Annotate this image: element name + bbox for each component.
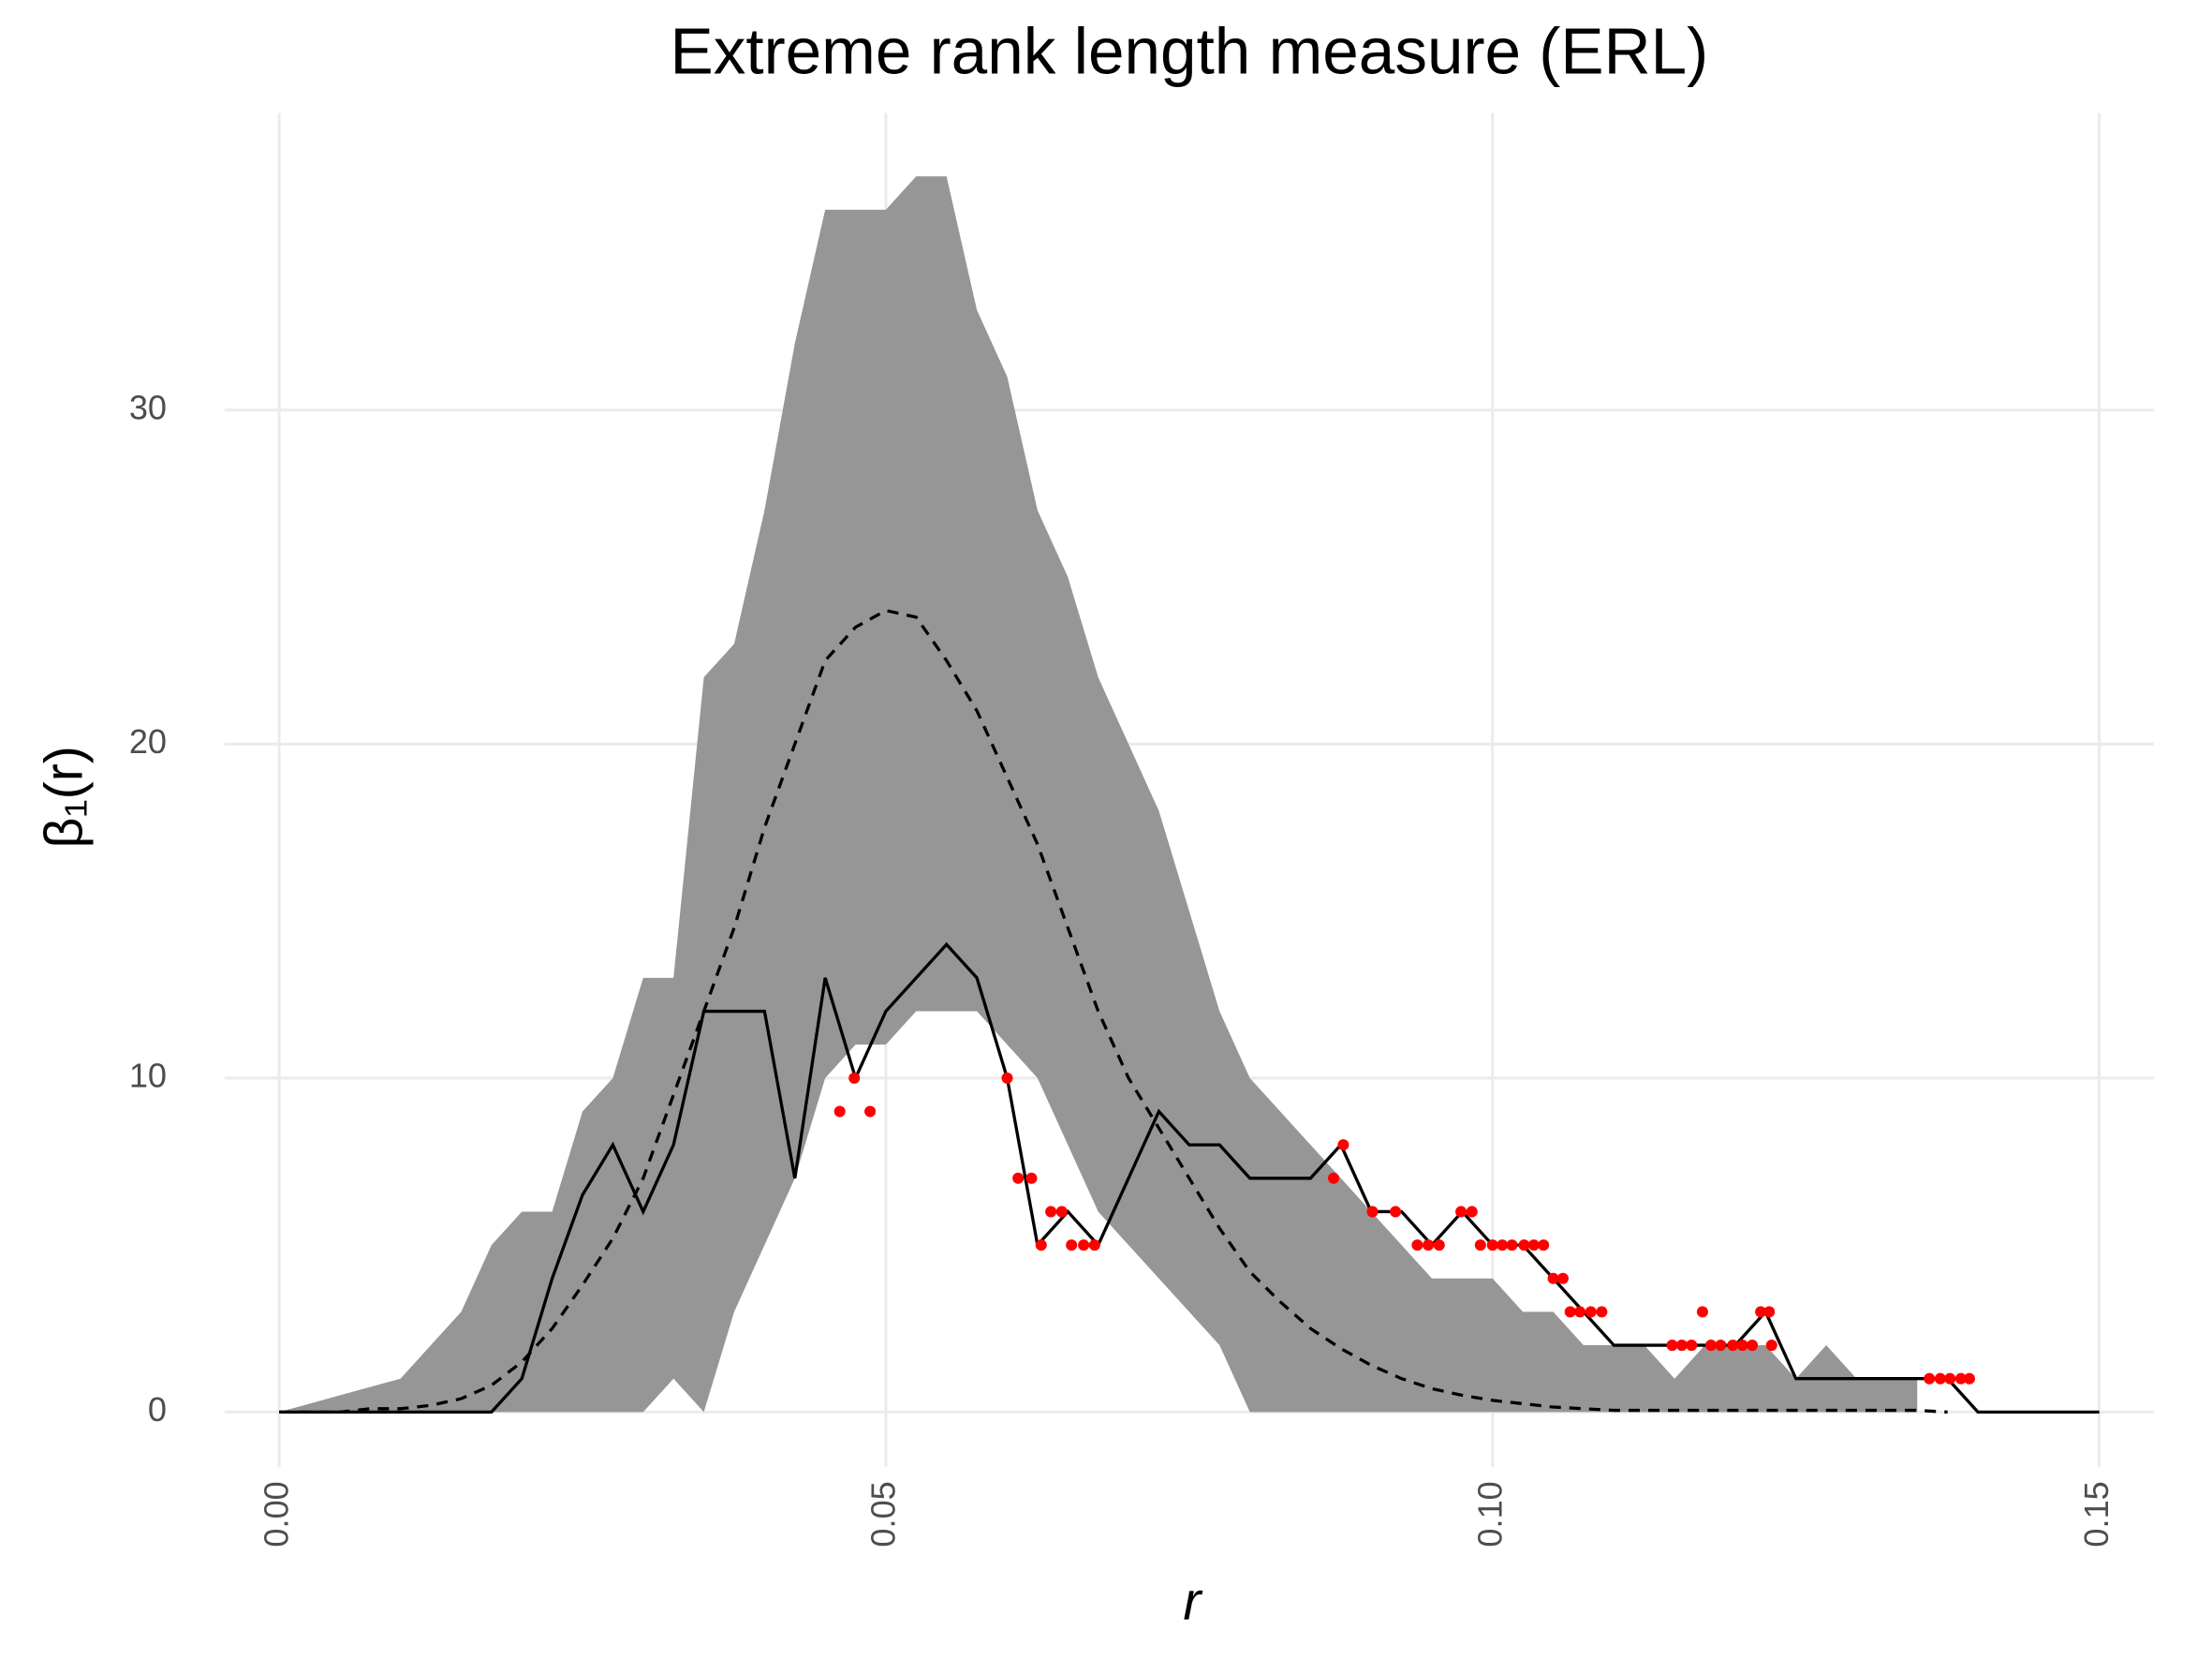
outlier-point: [1486, 1239, 1498, 1252]
outlier-point: [1547, 1272, 1559, 1284]
outlier-point: [1747, 1340, 1759, 1352]
outlier-point: [1411, 1239, 1423, 1252]
observed-line: [279, 941, 2100, 1415]
outlier-point: [1574, 1306, 1586, 1318]
outlier-point: [1474, 1239, 1486, 1252]
outlier-point: [1686, 1340, 1698, 1352]
outlier-point: [1466, 1206, 1478, 1218]
outlier-point: [1506, 1239, 1518, 1252]
y-tick-label: 30: [129, 388, 167, 426]
outlier-point: [1423, 1239, 1435, 1252]
outlier-point: [1366, 1206, 1379, 1218]
y-tick-label: 20: [129, 722, 167, 761]
outlier-point: [1666, 1340, 1678, 1352]
outlier-point: [1497, 1239, 1509, 1252]
outlier-point: [1433, 1239, 1445, 1252]
envelope-band: [279, 176, 1918, 1413]
outlier-point: [1337, 1139, 1349, 1151]
outlier-point: [1954, 1372, 1967, 1385]
outlier-point: [864, 1105, 877, 1118]
outlier-point: [1934, 1372, 1946, 1385]
outlier-point: [1564, 1306, 1576, 1318]
outlier-point: [1963, 1372, 1976, 1385]
outlier-point: [1328, 1172, 1340, 1184]
outlier-point: [1078, 1239, 1090, 1252]
outlier-point: [1538, 1239, 1550, 1252]
outlier-point: [1736, 1340, 1748, 1352]
x-tick-label: 0.10: [1470, 1481, 1509, 1547]
outlier-point: [1556, 1272, 1569, 1284]
outlier-point: [1715, 1340, 1727, 1352]
outlier-point: [1001, 1072, 1013, 1084]
y-tick-label: 0: [148, 1390, 167, 1429]
outlier-point: [833, 1105, 846, 1118]
outlier-point: [1518, 1239, 1530, 1252]
outlier-point: [1944, 1372, 1956, 1385]
outlier-point: [1088, 1239, 1100, 1252]
outlier-point: [1390, 1206, 1402, 1218]
outlier-point: [1585, 1306, 1597, 1318]
outlier-point: [1704, 1340, 1718, 1352]
outlier-point: [1012, 1172, 1025, 1184]
x-tick-label: 0.05: [863, 1481, 902, 1547]
outlier-point: [1696, 1306, 1708, 1318]
outlier-point: [1765, 1340, 1777, 1352]
mean-line: [279, 608, 1948, 1415]
outlier-point: [1035, 1239, 1047, 1252]
outlier-point: [1045, 1206, 1057, 1218]
outlier-point: [1924, 1372, 1936, 1385]
outlier-point: [1025, 1172, 1038, 1184]
y-axis-label: β₁(r): [35, 746, 95, 848]
x-tick-label: 0.15: [2077, 1481, 2116, 1547]
y-tick-label: 10: [129, 1056, 167, 1094]
outlier-point: [1066, 1239, 1078, 1252]
chart-title: Extreme rank length measure (ERL): [670, 15, 1708, 88]
outlier-point: [848, 1072, 861, 1084]
outlier-point: [1675, 1340, 1688, 1352]
x-tick-label: 0.00: [258, 1481, 296, 1547]
outlier-point: [1055, 1206, 1068, 1218]
outlier-point: [1596, 1306, 1608, 1318]
outlier-point: [1763, 1306, 1776, 1318]
outlier-point: [1455, 1206, 1467, 1218]
outlier-point: [1755, 1306, 1767, 1318]
x-axis-label: r: [1183, 1572, 1202, 1632]
outlier-point: [1727, 1340, 1739, 1352]
outlier-point: [1527, 1239, 1540, 1252]
